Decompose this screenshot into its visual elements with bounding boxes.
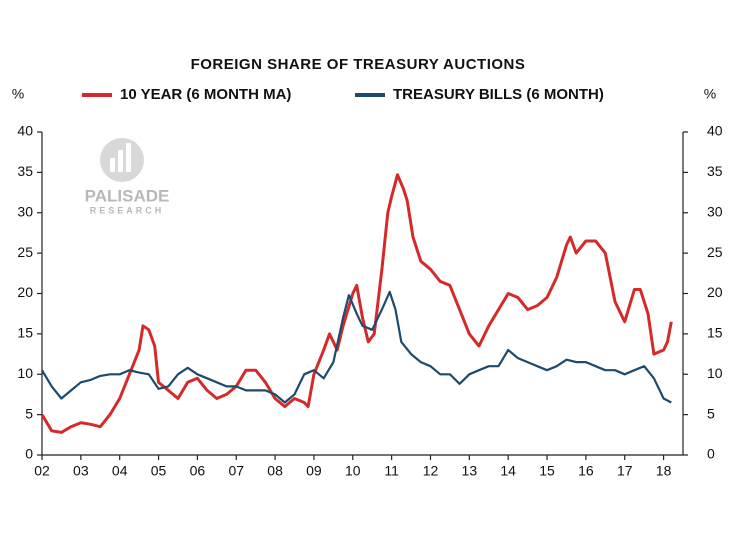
y-tick-label: 10 — [17, 365, 33, 381]
x-tick-label: 14 — [500, 463, 516, 479]
x-tick-label: 10 — [345, 463, 361, 479]
y2-tick-label: 5 — [707, 405, 715, 421]
watermark-logo-bar — [126, 143, 131, 172]
y2-tick-label: 0 — [707, 446, 715, 462]
y-tick-label: 15 — [17, 325, 33, 341]
x-tick-label: 04 — [112, 463, 128, 479]
watermark-text: PALISADE — [85, 186, 170, 205]
plot-lines — [40, 173, 673, 434]
y2-tick-label: 30 — [707, 203, 723, 219]
y2-tick-label: 35 — [707, 163, 723, 179]
x-tick-label: 13 — [462, 463, 478, 479]
y-tick-label: 0 — [25, 446, 33, 462]
x-tick-label: 17 — [617, 463, 633, 479]
x-tick-label: 15 — [539, 463, 555, 479]
x-tick-label: 03 — [73, 463, 89, 479]
y2-axis-label: % — [704, 86, 716, 102]
y2-tick-label: 20 — [707, 284, 723, 300]
legend: 10 YEAR (6 MONTH MA) TREASURY BILLS (6 MO… — [82, 86, 604, 103]
x-tick-label: 05 — [151, 463, 167, 479]
watermark-text: RESEARCH — [90, 205, 165, 215]
legend-label: 10 YEAR (6 MONTH MA) — [120, 86, 291, 103]
x-tick-label: 02 — [34, 463, 50, 479]
x-tick-label: 08 — [267, 463, 283, 479]
y2-tick-label: 40 — [707, 123, 723, 139]
x-tick-label: 16 — [578, 463, 594, 479]
y2-tick-label: 10 — [707, 365, 723, 381]
y-axis-label: % — [12, 86, 24, 102]
watermark: PALISADE RESEARCH — [85, 138, 170, 215]
x-tick-label: 11 — [384, 463, 399, 479]
y-tick-label: 40 — [17, 123, 33, 139]
watermark-logo-bar — [110, 158, 115, 172]
chart-title: FOREIGN SHARE OF TREASURY AUCTIONS — [191, 56, 526, 73]
x-tick-label: 06 — [190, 463, 206, 479]
legend-label: TREASURY BILLS (6 MONTH) — [393, 86, 604, 103]
series-line — [41, 290, 672, 404]
y-tick-label: 30 — [17, 203, 33, 219]
y-tick-label: 5 — [25, 405, 33, 421]
x-tick-label: 18 — [656, 463, 672, 479]
y-tick-label: 20 — [17, 284, 33, 300]
y-tick-label: 25 — [17, 244, 33, 260]
series-line — [40, 173, 673, 434]
x-tick-label: 12 — [423, 463, 439, 479]
x-tick-label: 09 — [306, 463, 322, 479]
y2-tick-label: 25 — [707, 244, 723, 260]
y-tick-label: 35 — [17, 163, 33, 179]
y2-tick-label: 15 — [707, 325, 723, 341]
watermark-logo-bar — [118, 150, 123, 172]
x-tick-label: 07 — [228, 463, 244, 479]
